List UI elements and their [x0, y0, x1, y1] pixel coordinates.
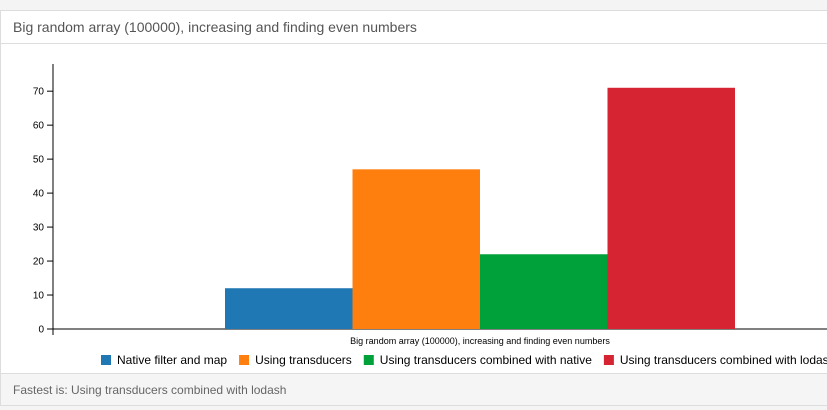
benchmark-panel: Big random array (100000), increasing an…	[0, 10, 827, 406]
y-tick-label: 10	[33, 291, 45, 302]
y-tick-label: 70	[33, 87, 45, 98]
bar-3	[480, 254, 608, 329]
x-category-label: Big random array (100000), increasing an…	[350, 336, 610, 346]
bar-chart: 0 10 20 30 40 50 60 70 Big random array (100000)…	[33, 64, 827, 367]
y-tick-label: 30	[33, 223, 45, 234]
bar-1	[225, 288, 353, 329]
fastest-result: Fastest is: Using transducers combined w…	[1, 373, 827, 405]
legend-label-4: Using transducers combined with lodash	[620, 353, 827, 367]
y-tick-label: 20	[33, 257, 45, 268]
legend-swatch-2	[239, 355, 250, 365]
y-tick-label: 40	[33, 189, 45, 200]
bar-4	[607, 87, 735, 330]
chart-area: 0 10 20 30 40 50 60 70 Big random array (100000)…	[1, 44, 827, 372]
legend-label-2: Using transducers	[255, 353, 352, 367]
y-tick-label: 50	[33, 155, 45, 166]
legend-swatch-4	[603, 355, 614, 365]
bar-2	[352, 169, 480, 329]
y-tick-label: 0	[38, 325, 44, 336]
legend-label-3: Using transducers combined with native	[380, 353, 592, 367]
legend-label-1: Native filter and map	[117, 353, 227, 367]
y-tick-label: 60	[33, 121, 45, 132]
legend-swatch-3	[363, 355, 374, 365]
panel-title: Big random array (100000), increasing an…	[1, 11, 827, 44]
legend-swatch-1	[101, 355, 111, 365]
